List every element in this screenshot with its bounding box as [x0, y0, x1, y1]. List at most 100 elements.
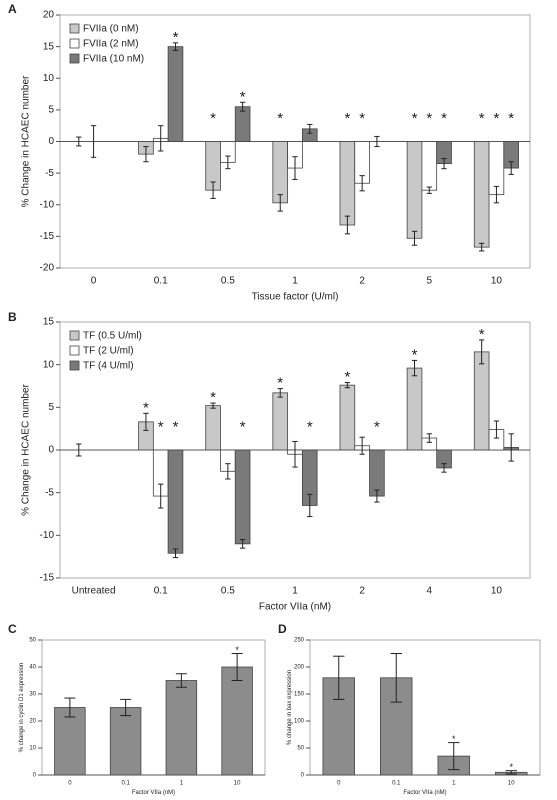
y-tick-label: 5	[48, 402, 54, 413]
significance-marker: *	[452, 734, 456, 744]
bar	[54, 707, 86, 776]
significance-marker: *	[374, 418, 380, 435]
x-tick-label: 0.5	[221, 586, 235, 597]
significance-marker: *	[277, 375, 283, 392]
y-tick-label: 0	[301, 773, 305, 779]
bar	[473, 351, 490, 451]
x-tick-label: 1	[180, 780, 184, 786]
x-tick-label: 10	[491, 586, 503, 597]
significance-marker: *	[359, 110, 365, 127]
significance-marker: *	[210, 110, 216, 127]
bar	[221, 666, 253, 776]
significance-marker: *	[494, 110, 500, 127]
bar	[473, 141, 490, 248]
x-axis-label: Factor VIIa (nM)	[403, 790, 446, 796]
x-tick-label: 2	[359, 586, 365, 597]
y-tick-label: 10	[29, 746, 36, 752]
legend-label: TF (0.5 U/ml)	[83, 331, 142, 342]
panel-label: B	[8, 310, 17, 324]
significance-marker: *	[441, 110, 447, 127]
y-tick-label: 15	[43, 317, 55, 328]
y-axis-label: % change in bax expression	[287, 670, 293, 745]
x-tick-label: 4	[427, 586, 433, 597]
x-tick-label: 10	[508, 780, 515, 786]
panel-label: A	[8, 2, 17, 16]
significance-marker: *	[235, 645, 239, 655]
bar	[272, 141, 289, 204]
significance-marker: *	[158, 418, 164, 435]
significance-marker: *	[508, 110, 514, 127]
y-tick-label: -20	[40, 263, 55, 274]
y-tick-label: -10	[40, 199, 55, 210]
x-tick-label: 0.1	[121, 780, 130, 786]
x-tick-label: 1	[292, 586, 298, 597]
significance-marker: *	[240, 418, 246, 435]
x-tick-label: 0	[91, 276, 97, 287]
y-tick-label: 50	[297, 746, 304, 752]
y-tick-label: 0	[33, 773, 37, 779]
y-tick-label: 40	[29, 665, 36, 671]
bar	[339, 141, 356, 226]
bar	[406, 141, 423, 239]
y-tick-label: 150	[294, 692, 305, 698]
x-tick-label: 1	[452, 780, 456, 786]
y-tick-label: 15	[43, 41, 55, 52]
y-tick-label: -15	[40, 573, 55, 584]
panel-label: C	[8, 622, 17, 636]
y-tick-label: -5	[45, 168, 54, 179]
significance-marker: *	[412, 346, 418, 363]
legend-swatch	[69, 38, 80, 49]
bar	[234, 106, 251, 142]
x-tick-label: 1	[292, 276, 298, 287]
y-tick-label: 100	[294, 719, 305, 725]
y-tick-label: -10	[40, 530, 55, 541]
significance-marker: *	[509, 762, 513, 772]
x-tick-label: Untreated	[72, 586, 116, 597]
x-tick-label: 0.5	[221, 276, 235, 287]
y-tick-label: 5	[48, 105, 54, 116]
bar	[406, 367, 423, 451]
significance-marker: *	[412, 110, 418, 127]
y-axis-label: % change in cyclin D1 expression	[19, 663, 25, 753]
y-tick-label: 20	[29, 719, 36, 725]
x-axis-label: Tissue factor (U/ml)	[252, 292, 339, 303]
x-tick-label: 5	[427, 276, 433, 287]
significance-marker: *	[344, 110, 350, 127]
legend-label: TF (2 U/ml)	[83, 346, 134, 357]
y-tick-label: 20	[43, 10, 55, 21]
significance-marker: *	[173, 418, 179, 435]
y-tick-label: 10	[43, 359, 55, 370]
x-tick-label: 0	[337, 780, 341, 786]
y-tick-label: -5	[45, 487, 54, 498]
y-tick-label: 250	[294, 638, 305, 644]
x-tick-label: 0	[68, 780, 72, 786]
bar	[205, 405, 221, 451]
significance-marker: *	[240, 88, 246, 105]
bar	[339, 384, 356, 451]
x-tick-label: 2	[359, 276, 365, 287]
legend-swatch	[69, 330, 80, 341]
significance-marker: *	[173, 29, 179, 46]
bar	[109, 707, 142, 776]
bar	[272, 392, 289, 451]
panel-label: D	[278, 622, 287, 636]
legend-swatch	[69, 53, 80, 64]
significance-marker: *	[277, 110, 283, 127]
legend-swatch	[69, 23, 80, 34]
significance-marker: *	[479, 110, 485, 127]
y-tick-label: 30	[29, 692, 36, 698]
bar	[167, 449, 184, 554]
x-tick-label: 10	[491, 276, 503, 287]
bar	[167, 46, 184, 142]
x-tick-label: 0.1	[154, 586, 168, 597]
y-tick-label: 50	[29, 638, 36, 644]
legend-swatch	[69, 360, 80, 371]
significance-marker: *	[344, 369, 350, 386]
y-tick-label: 10	[43, 73, 55, 84]
legend-label: FVIIa (10 nM)	[83, 54, 144, 65]
x-axis-label: Factor VIIa (nM)	[132, 790, 175, 796]
legend-label: TF (4 U/ml)	[83, 361, 134, 372]
bar	[165, 680, 198, 776]
legend-label: FVIIa (0 nM)	[83, 24, 139, 35]
